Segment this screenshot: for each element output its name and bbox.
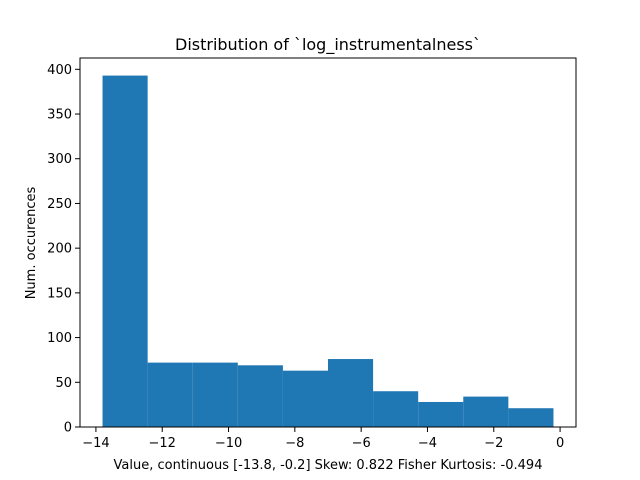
x-tick-label: −12 [149, 436, 176, 451]
x-tick-label: −4 [418, 436, 437, 451]
y-tick-label: 0 [64, 421, 72, 436]
x-tick-label: −8 [285, 436, 304, 451]
plot-frame [79, 57, 577, 428]
histogram-bar [147, 362, 193, 427]
x-tick-label: 0 [556, 436, 564, 451]
y-tick-label: 350 [47, 108, 72, 123]
histogram-bar [102, 75, 148, 428]
x-tick-label: −6 [352, 436, 371, 451]
y-tick-label: 400 [47, 63, 72, 78]
x-tick-label: −2 [484, 436, 503, 451]
histogram-bar [237, 365, 283, 427]
y-tick-label: 200 [47, 242, 72, 257]
y-tick-label: 300 [47, 152, 72, 167]
y-tick-label: 250 [47, 197, 72, 212]
chart-title: Distribution of `log_instrumentalness` [175, 35, 481, 55]
x-axis-label: Value, continuous [-13.8, -0.2] Skew: 0.… [114, 458, 543, 473]
histogram-bar [373, 391, 419, 427]
histogram-bar [463, 396, 509, 427]
histogram-bar [192, 362, 238, 427]
y-tick-label: 50 [55, 376, 72, 391]
x-tick-label: −14 [82, 436, 109, 451]
y-tick-label: 100 [47, 331, 72, 346]
histogram-bar [508, 408, 554, 427]
x-axis-ticks: −14 −12 −10 −8 −6 −4 −2 0 [82, 427, 564, 451]
y-axis-ticks: 0 50 100 150 200 250 300 350 400 [47, 63, 80, 436]
histogram-bar [282, 370, 328, 427]
histogram-bar [328, 359, 374, 427]
bars-group [102, 75, 554, 428]
histogram-bar [418, 401, 464, 427]
x-tick-label: −10 [215, 436, 242, 451]
y-axis-label: Num. occurences [24, 186, 39, 299]
y-tick-label: 150 [47, 286, 72, 301]
